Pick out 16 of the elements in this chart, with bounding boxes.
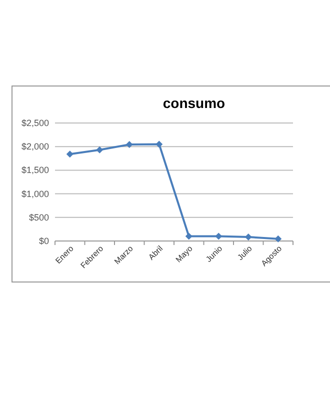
point bbox=[244, 233, 252, 240]
point bbox=[126, 140, 133, 148]
point bbox=[215, 232, 222, 240]
point bbox=[66, 150, 74, 158]
point bbox=[96, 146, 104, 154]
y-tick-label: $1,000 bbox=[21, 188, 49, 199]
y-tick-label: $2,500 bbox=[21, 118, 49, 128]
y-tick-label: $0 bbox=[38, 236, 49, 246]
point bbox=[185, 232, 192, 240]
y-tick-label: $2,000 bbox=[21, 142, 49, 152]
y-tick-label: $500 bbox=[28, 212, 49, 222]
x-tick-label: Julio bbox=[236, 244, 254, 262]
chart-title: consumo bbox=[162, 95, 226, 111]
point bbox=[274, 235, 282, 242]
y-tick-label: $1,500 bbox=[21, 165, 49, 176]
point bbox=[156, 140, 163, 148]
